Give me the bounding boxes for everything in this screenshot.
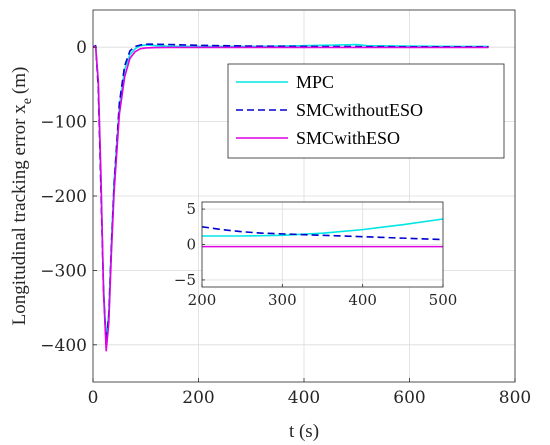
inset-x-tick-label: 500 — [429, 291, 458, 309]
inset-series-line-smcwithouteso — [202, 225, 443, 241]
inset-series — [202, 218, 443, 248]
inset-x-tick-label: 300 — [268, 291, 297, 309]
y-tick-label: −200 — [40, 187, 87, 207]
inset-y-tick-label: −5 — [174, 271, 196, 289]
x-tick-label: 400 — [288, 388, 320, 408]
y-axis-label-unit: (m) — [9, 67, 30, 94]
main-ticks: 0 200 400 600 800 0 −100 −200 −300 −400 — [40, 38, 531, 408]
y-axis-label-main: Longitudinal tracking error x — [9, 104, 30, 326]
main-series — [93, 43, 489, 352]
y-axis-label-subscript: e — [20, 98, 35, 104]
y-tick-label: −400 — [40, 336, 87, 356]
y-tick-label: 0 — [76, 38, 87, 58]
x-tick-label: 200 — [182, 388, 214, 408]
series-line-smcwitheso — [93, 45, 489, 352]
inset-ticks: 200 300 400 500 5 0 −5 — [174, 200, 457, 309]
inset-y-tick-label: 5 — [186, 200, 196, 218]
inset-y-tick-label: 0 — [186, 236, 196, 254]
y-tick-label: −300 — [40, 261, 87, 281]
legend-label-smcwitheso: SMCwithESO — [296, 128, 400, 148]
x-axis-label: t (s) — [289, 421, 319, 442]
x-tick-label: 0 — [88, 388, 99, 408]
inset-series-line-mpc — [202, 218, 443, 237]
legend-label-smcwithouteso: SMCwithoutESO — [296, 100, 423, 120]
x-tick-label: 800 — [499, 388, 531, 408]
inset-chart: 200 300 400 500 5 0 −5 — [174, 200, 457, 309]
x-tick-label: 600 — [393, 388, 425, 408]
inset-grid — [202, 202, 443, 287]
legend-label-mpc: MPC — [296, 72, 334, 92]
inset-x-tick-label: 400 — [348, 291, 377, 309]
y-axis-label: Longitudinal tracking error xe (m) — [9, 67, 35, 326]
legend-box — [227, 63, 505, 159]
y-tick-label: −100 — [40, 113, 87, 133]
inset-x-tick-label: 200 — [188, 291, 217, 309]
legend: MPC SMCwithoutESO SMCwithESO — [227, 63, 505, 159]
